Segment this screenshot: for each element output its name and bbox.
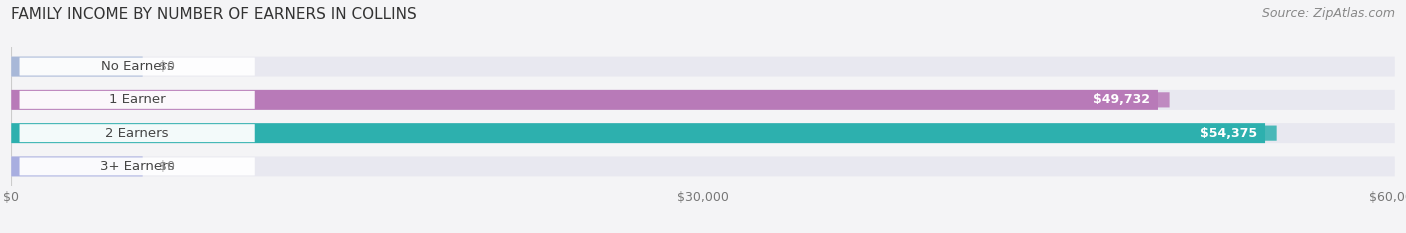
FancyBboxPatch shape <box>11 90 1159 110</box>
Text: Source: ZipAtlas.com: Source: ZipAtlas.com <box>1261 7 1395 20</box>
Text: $49,732: $49,732 <box>1092 93 1150 106</box>
FancyBboxPatch shape <box>20 158 254 175</box>
Text: $0: $0 <box>159 160 176 173</box>
FancyBboxPatch shape <box>994 92 1170 107</box>
FancyBboxPatch shape <box>11 90 1395 110</box>
FancyBboxPatch shape <box>11 156 142 176</box>
Text: FAMILY INCOME BY NUMBER OF EARNERS IN COLLINS: FAMILY INCOME BY NUMBER OF EARNERS IN CO… <box>11 7 418 22</box>
Text: $0: $0 <box>159 60 176 73</box>
FancyBboxPatch shape <box>11 123 1265 143</box>
FancyBboxPatch shape <box>1101 126 1277 141</box>
FancyBboxPatch shape <box>11 156 1395 176</box>
FancyBboxPatch shape <box>11 123 1395 143</box>
FancyBboxPatch shape <box>11 57 142 77</box>
Text: $54,375: $54,375 <box>1199 127 1257 140</box>
FancyBboxPatch shape <box>11 57 1395 77</box>
Text: 1 Earner: 1 Earner <box>108 93 166 106</box>
FancyBboxPatch shape <box>20 124 254 142</box>
Text: 3+ Earners: 3+ Earners <box>100 160 174 173</box>
FancyBboxPatch shape <box>20 91 254 109</box>
FancyBboxPatch shape <box>20 58 254 75</box>
Text: No Earners: No Earners <box>101 60 173 73</box>
Text: 2 Earners: 2 Earners <box>105 127 169 140</box>
